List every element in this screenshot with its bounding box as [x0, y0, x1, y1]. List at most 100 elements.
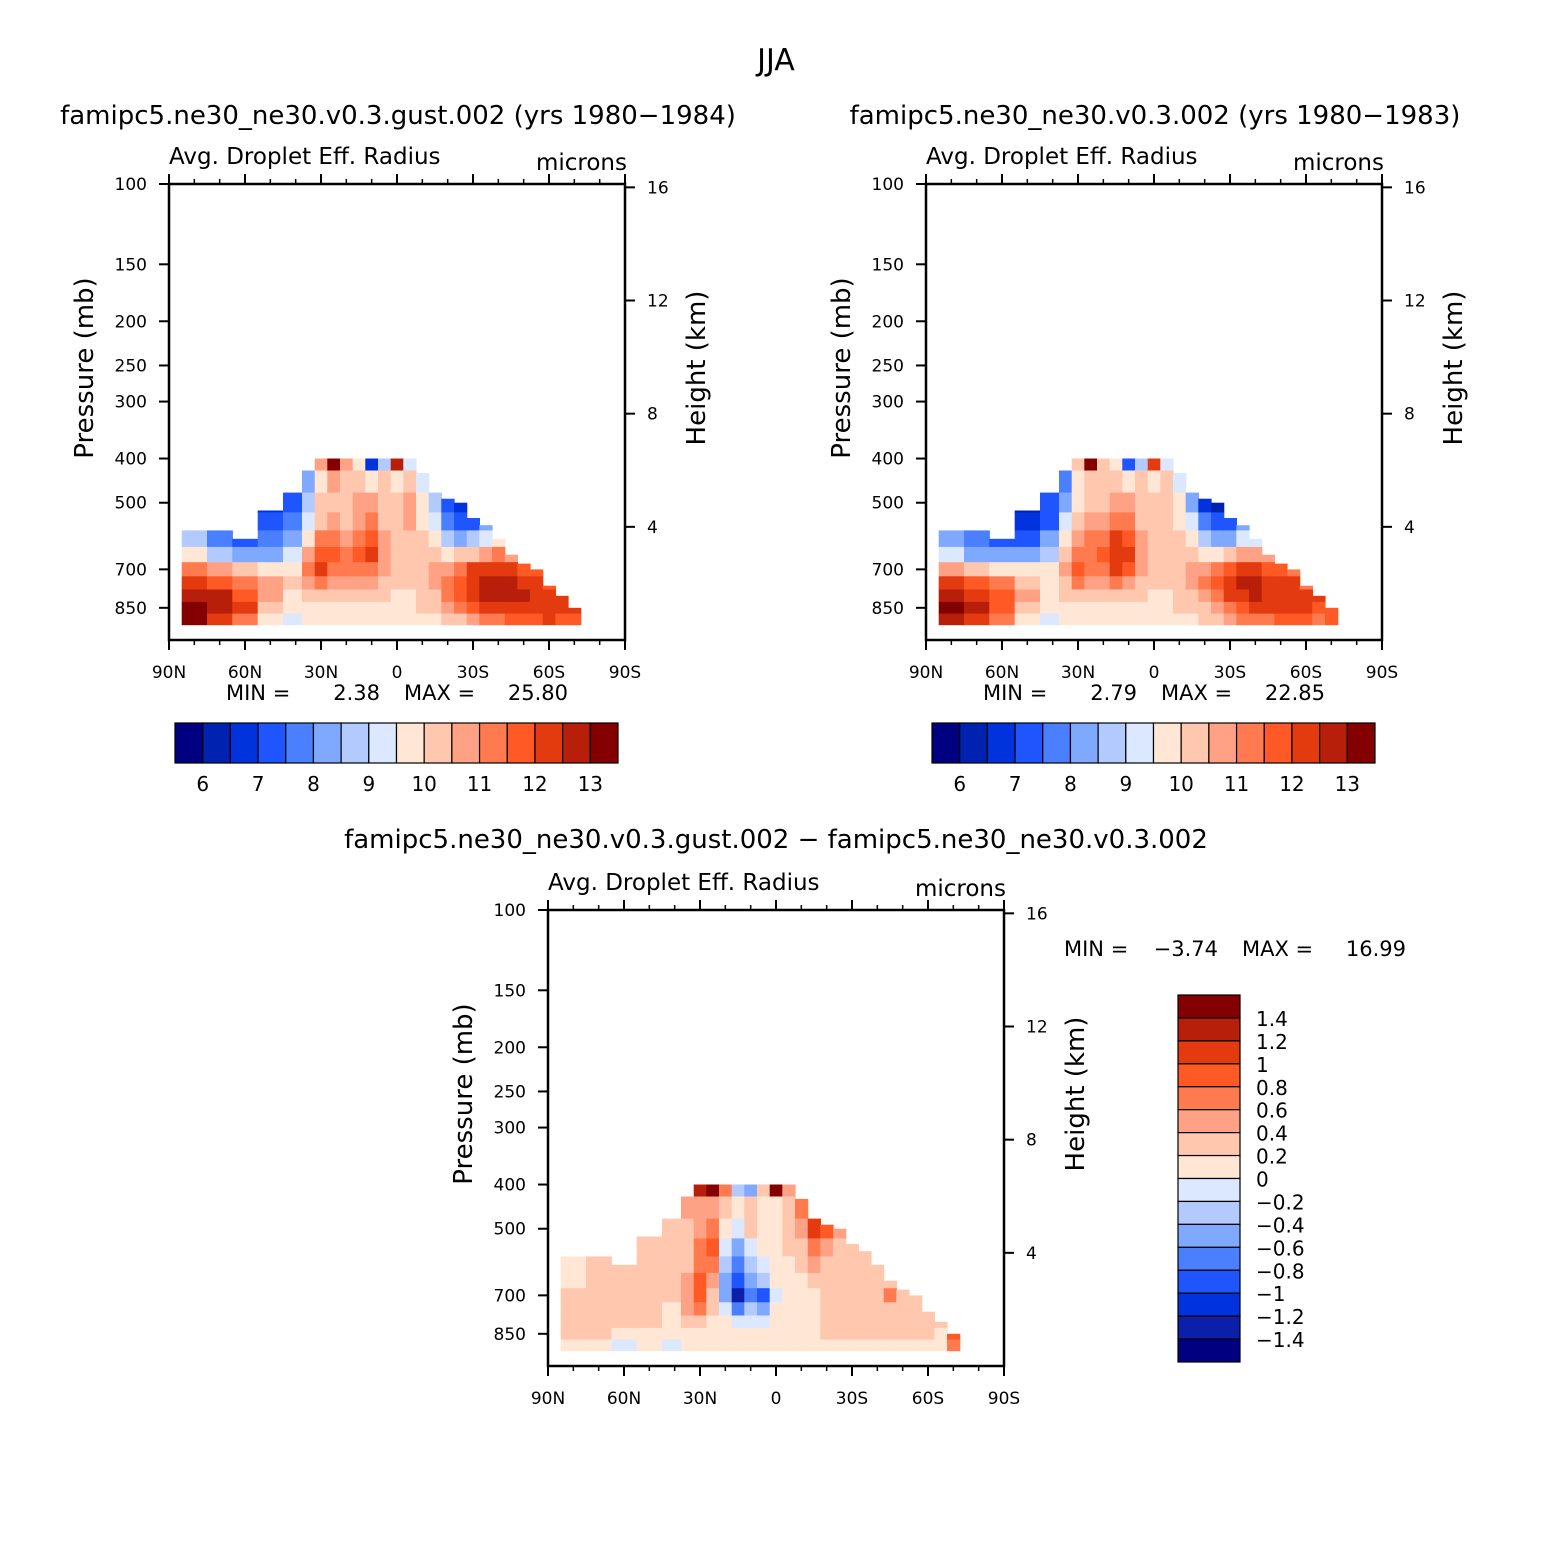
- field-cell: [807, 1218, 821, 1239]
- field-cell: [681, 1196, 695, 1220]
- colorbar-label: 8: [307, 772, 320, 796]
- x-tick-label: 0: [771, 1389, 782, 1409]
- field-cell: [782, 1272, 796, 1289]
- field-cell: [232, 601, 259, 615]
- field-cell: [744, 1315, 758, 1329]
- field-cell: [365, 589, 379, 603]
- field-cell: [769, 1184, 783, 1198]
- y-right-tick-label: 4: [647, 518, 658, 538]
- field-cell: [530, 613, 544, 626]
- field-cell: [441, 562, 455, 577]
- x-tick-label: 90N: [909, 663, 943, 683]
- max-label: MAX =: [1161, 681, 1232, 705]
- y-tick-label: 700: [494, 1286, 526, 1306]
- field-cell: [833, 1315, 847, 1329]
- colorbar-box: [1177, 1132, 1241, 1157]
- colorbar-label: −0.2: [1256, 1190, 1305, 1214]
- field-cell: [883, 1315, 897, 1329]
- field-cell: [757, 1272, 771, 1289]
- field-cell: [1287, 569, 1301, 577]
- field-cell: [769, 1196, 783, 1220]
- field-cell: [542, 613, 556, 626]
- field-cell: [466, 613, 480, 626]
- colorbar-label: 1: [1256, 1053, 1269, 1077]
- field-cell: [934, 1327, 948, 1341]
- field-cell: [662, 1272, 682, 1289]
- field-cell: [302, 512, 316, 531]
- y-tick-label: 200: [872, 312, 904, 332]
- field-cell: [731, 1238, 745, 1257]
- field-cell: [871, 1339, 885, 1352]
- field-cell: [662, 1256, 682, 1274]
- field-cell: [1198, 613, 1212, 626]
- field-cell: [896, 1302, 910, 1317]
- field-cell: [416, 492, 430, 513]
- colorbar-box: [1069, 722, 1099, 764]
- field-cell: [989, 601, 1016, 615]
- field-cell: [403, 512, 417, 531]
- field-cell: [1274, 589, 1288, 603]
- x-tick-label: 90S: [609, 663, 641, 683]
- max-value: 25.80: [508, 681, 568, 705]
- field-cell: [1014, 613, 1041, 626]
- field-cell: [1059, 601, 1073, 615]
- field-cell: [1173, 530, 1187, 548]
- colorbar-box: [959, 722, 988, 764]
- field-cell: [257, 546, 284, 563]
- colorbar-box: [1014, 722, 1044, 764]
- field-cell: [1299, 585, 1313, 591]
- field-cell: [1236, 613, 1250, 626]
- colorbar-box: [1177, 1269, 1241, 1294]
- field-cell: [530, 589, 544, 603]
- field-cell: [492, 562, 506, 577]
- field-cell: [719, 1238, 733, 1257]
- field-cell: [1185, 601, 1199, 615]
- field-cell: [693, 1256, 707, 1274]
- field-cell: [1249, 538, 1263, 548]
- field-cell: [782, 1315, 796, 1329]
- field-cell: [636, 1302, 663, 1317]
- field-cell: [1223, 562, 1237, 577]
- field-cell: [909, 1295, 923, 1303]
- field-cell: [1198, 546, 1212, 563]
- field-cell: [662, 1302, 682, 1317]
- colorbar-box: [229, 722, 259, 764]
- panel-3: famipc5.ne30_ne30.v0.3.gust.002 − famipc…: [344, 825, 1406, 1409]
- field-cell: [820, 1327, 834, 1341]
- field-cell: [283, 589, 303, 603]
- field-cell: [757, 1218, 771, 1239]
- field-cell: [283, 546, 303, 563]
- field-cell: [769, 1339, 783, 1352]
- field-cell: [989, 589, 1016, 603]
- field-cell: [479, 601, 493, 615]
- field-cell: [1040, 492, 1060, 513]
- field-cell: [693, 1218, 707, 1239]
- field-cell: [731, 1184, 745, 1198]
- field-cell: [378, 458, 392, 472]
- field-cell: [858, 1339, 872, 1352]
- field-cell: [1299, 589, 1313, 603]
- field-cell: [403, 589, 417, 603]
- min-max-stats: MIN = 2.38 MAX = 25.80: [226, 681, 568, 705]
- field-cell: [820, 1238, 834, 1257]
- field-cell: [706, 1196, 720, 1220]
- colorbar-label: 0.4: [1256, 1122, 1288, 1146]
- field-cell: [795, 1315, 809, 1329]
- field-cell: [352, 492, 366, 513]
- x-tick-label: 90N: [531, 1389, 565, 1409]
- field-cell: [1185, 512, 1199, 531]
- field-cell: [833, 1272, 847, 1289]
- field-cell: [1014, 601, 1041, 615]
- field-cell: [340, 512, 354, 531]
- colorbar-box: [174, 722, 204, 764]
- field-cell: [921, 1339, 935, 1352]
- field-cell: [504, 601, 518, 615]
- field-cell: [938, 562, 965, 577]
- field-cell: [706, 1218, 720, 1239]
- y-right-tick-label: 16: [647, 178, 669, 198]
- y-right-tick-label: 12: [1026, 1018, 1048, 1038]
- field-cell: [586, 1256, 612, 1274]
- colorbar-label: −1.4: [1256, 1328, 1305, 1352]
- field-cell: [416, 576, 430, 591]
- field-cell: [1198, 576, 1212, 591]
